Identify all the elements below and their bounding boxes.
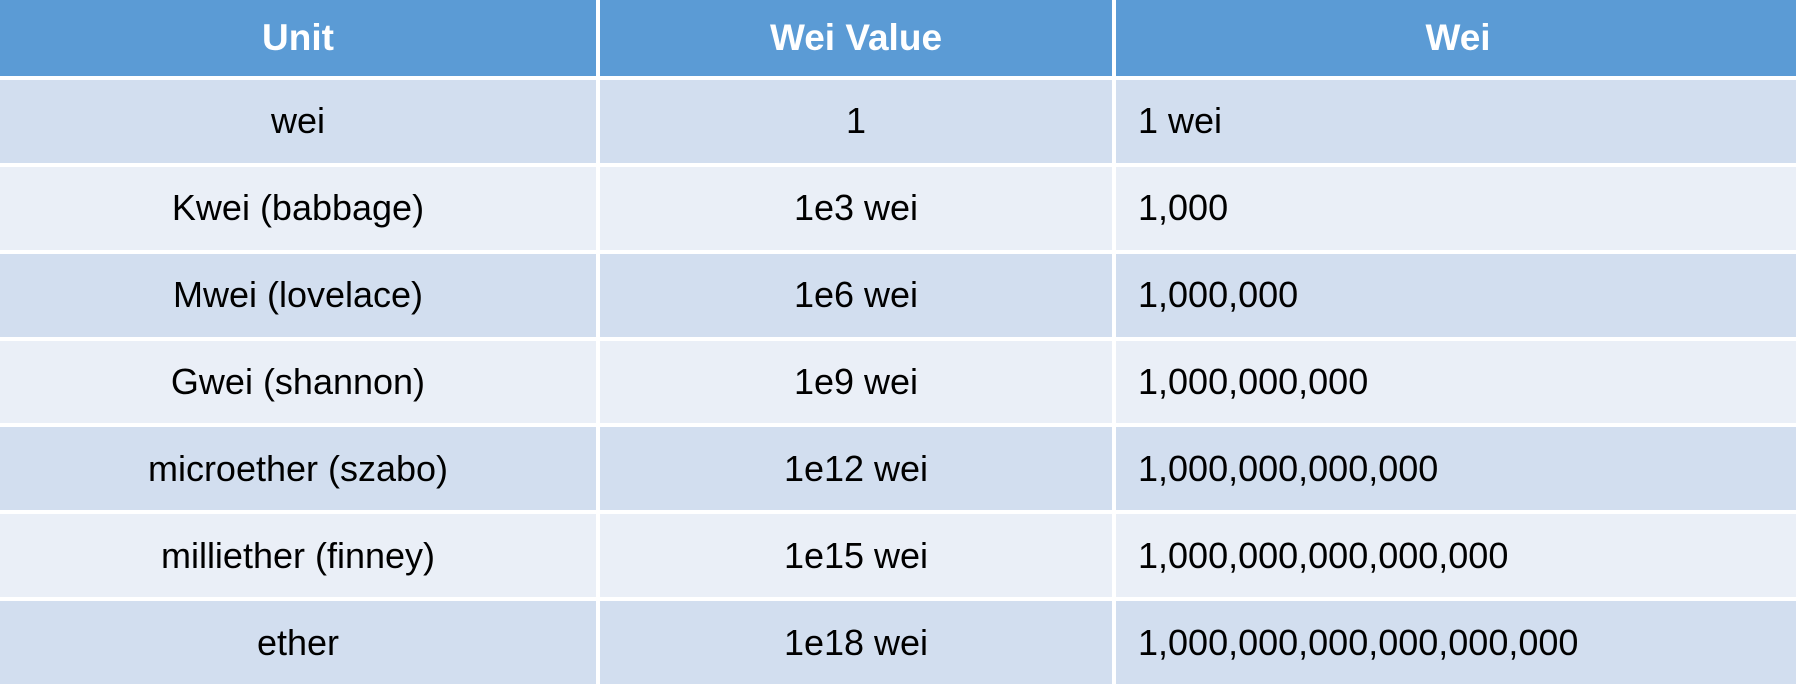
cell-wei-value: 1e9 wei bbox=[600, 340, 1112, 424]
table-row: microether (szabo) 1e12 wei 1,000,000,00… bbox=[0, 427, 1796, 511]
cell-wei-value: 1e18 wei bbox=[600, 601, 1112, 684]
cell-wei: 1,000,000,000,000 bbox=[1116, 427, 1796, 511]
cell-wei-value: 1e15 wei bbox=[600, 514, 1112, 598]
cell-wei: 1,000,000,000,000,000,000 bbox=[1116, 601, 1796, 684]
cell-wei: 1,000,000 bbox=[1116, 253, 1796, 337]
cell-wei: 1,000 bbox=[1116, 166, 1796, 250]
cell-wei-value: 1e3 wei bbox=[600, 166, 1112, 250]
cell-wei: 1 wei bbox=[1116, 80, 1796, 163]
table-row: Kwei (babbage) 1e3 wei 1,000 bbox=[0, 166, 1796, 250]
table-row: ether 1e18 wei 1,000,000,000,000,000,000 bbox=[0, 601, 1796, 684]
cell-wei: 1,000,000,000 bbox=[1116, 340, 1796, 424]
cell-wei-value: 1e6 wei bbox=[600, 253, 1112, 337]
header-row: Unit Wei Value Wei bbox=[0, 0, 1796, 76]
table-row: wei 1 1 wei bbox=[0, 80, 1796, 163]
cell-unit: Kwei (babbage) bbox=[0, 166, 596, 250]
cell-wei-value: 1 bbox=[600, 80, 1112, 163]
cell-unit: milliether (finney) bbox=[0, 514, 596, 598]
cell-unit: Gwei (shannon) bbox=[0, 340, 596, 424]
cell-unit: Mwei (lovelace) bbox=[0, 253, 596, 337]
table-row: Mwei (lovelace) 1e6 wei 1,000,000 bbox=[0, 253, 1796, 337]
cell-wei-value: 1e12 wei bbox=[600, 427, 1112, 511]
cell-wei: 1,000,000,000,000,000 bbox=[1116, 514, 1796, 598]
header-wei-value: Wei Value bbox=[600, 0, 1112, 76]
table-row: Gwei (shannon) 1e9 wei 1,000,000,000 bbox=[0, 340, 1796, 424]
header-unit: Unit bbox=[0, 0, 596, 76]
cell-unit: ether bbox=[0, 601, 596, 684]
header-wei: Wei bbox=[1116, 0, 1796, 76]
cell-unit: wei bbox=[0, 80, 596, 163]
table-row: milliether (finney) 1e15 wei 1,000,000,0… bbox=[0, 514, 1796, 598]
cell-unit: microether (szabo) bbox=[0, 427, 596, 511]
